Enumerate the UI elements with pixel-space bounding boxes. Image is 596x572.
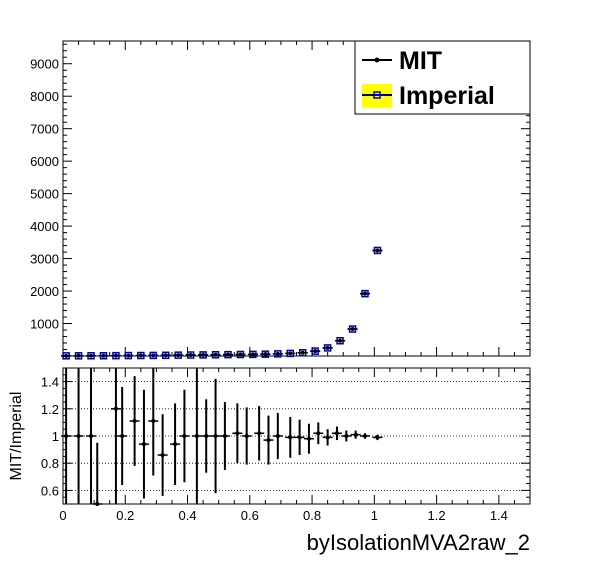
ratio-point <box>173 442 178 447</box>
ratio-point <box>325 435 330 440</box>
ratio-point <box>362 434 367 438</box>
mit-point <box>300 350 305 355</box>
ratio-point <box>375 435 380 440</box>
main-y-tick-label: 3000 <box>30 252 59 267</box>
ratio-point <box>204 434 209 438</box>
main-y-tick-label: 1000 <box>30 317 59 332</box>
mit-point <box>113 353 118 358</box>
legend: MIT Imperial <box>354 40 531 115</box>
legend-mit-label: MIT <box>399 47 442 75</box>
ratio-y-tick-label: 1.2 <box>41 402 59 417</box>
ratio-x-tick-label: 1 <box>371 508 378 523</box>
main-y-tick-label: 8000 <box>30 89 59 104</box>
ratio-y-tick-label: 0.8 <box>41 456 59 471</box>
ratio-y-axis-title: MIT/Imperial <box>8 392 25 481</box>
ratio-point <box>257 431 262 436</box>
ratio-point <box>306 436 311 441</box>
mit-point <box>263 352 268 357</box>
mit-point <box>313 349 318 354</box>
mit-point <box>163 353 168 358</box>
mit-point <box>275 351 280 356</box>
mit-point <box>350 327 355 332</box>
mit-point <box>375 248 380 253</box>
ratio-point <box>213 434 218 438</box>
mit-point <box>64 353 69 358</box>
ratio-x-tick-label: 0 <box>59 508 66 523</box>
mit-point <box>89 353 94 358</box>
ratio-point <box>334 431 339 436</box>
ratio-x-tick-label: 1.4 <box>490 508 508 523</box>
mit-point <box>226 352 231 357</box>
mit-point <box>101 353 106 358</box>
legend-mit-marker <box>374 57 380 63</box>
ratio-point <box>266 438 271 443</box>
ratio-point <box>182 434 187 438</box>
ratio-x-tick-label: 0.8 <box>303 508 321 523</box>
mit-point <box>238 352 243 357</box>
ratio-point <box>160 453 165 458</box>
ratio-point <box>244 434 249 438</box>
ratio-panel: 0 0.2 0.4 0.6 0.8 1 1.2 1.4 0.6 0.8 1 1.2 1.4 <box>41 367 531 523</box>
ratio-point <box>344 434 349 438</box>
mit-point <box>250 352 255 357</box>
mit-point <box>362 291 367 296</box>
ratio-point <box>222 434 227 438</box>
ratio-point <box>353 432 358 437</box>
mit-point <box>338 338 343 343</box>
mit-point <box>188 353 193 358</box>
ratio-point <box>132 419 137 424</box>
main-y-tick-label: 5000 <box>30 187 59 202</box>
ratio-y-tick-label: 1 <box>52 429 59 444</box>
mit-point <box>138 353 143 358</box>
ratio-point <box>113 406 118 411</box>
mit-point <box>176 353 181 358</box>
ratio-point <box>275 434 280 438</box>
ratio-point <box>235 431 240 436</box>
legend-imperial-marker <box>373 91 381 99</box>
mit-point <box>288 351 293 356</box>
main-y-tick-label: 9000 <box>30 57 59 72</box>
main-y-tick-label: 2000 <box>30 284 59 299</box>
x-axis-title: byIsolationMVA2raw_2 <box>307 530 530 555</box>
main-y-tick-label: 7000 <box>30 122 59 137</box>
ratio-point <box>316 431 321 436</box>
ratio-x-tick-label: 0.6 <box>241 508 259 523</box>
ratio-point <box>141 442 146 447</box>
ratio-point <box>297 435 302 440</box>
mit-point <box>325 345 330 350</box>
main-y-tick-label: 4000 <box>30 219 59 234</box>
mit-point <box>126 353 131 358</box>
ratio-point <box>64 434 69 438</box>
main-y-tick-label: 6000 <box>30 154 59 169</box>
mit-point <box>201 352 206 357</box>
mit-point <box>76 353 81 358</box>
ratio-x-tick-label: 1.2 <box>428 508 446 523</box>
ratio-point <box>151 419 156 424</box>
ratio-point <box>95 502 100 506</box>
main-panel: 1000 2000 3000 4000 5000 6000 7000 8000 9000 <box>30 40 531 360</box>
legend-imperial-label: Imperial <box>399 82 495 110</box>
mit-point <box>213 352 218 357</box>
ratio-point <box>76 434 81 438</box>
mit-point <box>151 353 156 358</box>
ratio-x-tick-label: 0.2 <box>116 508 134 523</box>
ratio-x-tick-label: 0.4 <box>178 508 196 523</box>
ratio-point <box>194 434 199 438</box>
ratio-point <box>288 435 293 440</box>
ratio-y-tick-label: 0.6 <box>41 483 59 498</box>
ratio-point <box>120 434 125 438</box>
ratio-y-tick-label: 1.4 <box>41 375 59 390</box>
ratio-point <box>89 434 94 438</box>
